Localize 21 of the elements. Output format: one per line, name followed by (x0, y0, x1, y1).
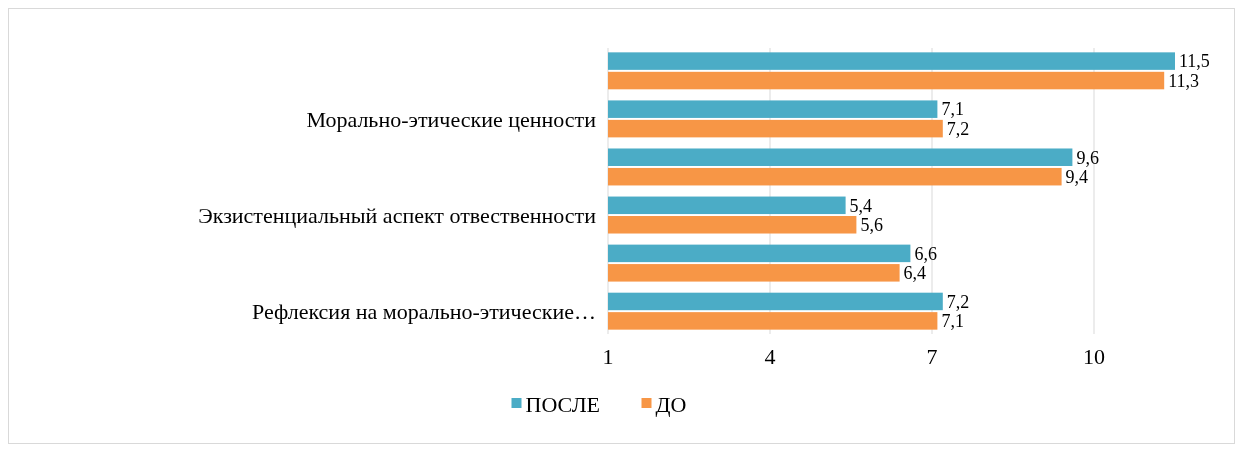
data-label: 11,5 (1179, 51, 1210, 72)
data-label: 7,1 (941, 311, 964, 332)
y-tick-label: Морально-этические ценности (306, 106, 597, 132)
data-label: 11,3 (1168, 70, 1200, 91)
x-tick-label: 1 (602, 344, 614, 369)
legend-label: ПОСЛЕ (525, 391, 601, 417)
data-label: 7,1 (941, 99, 964, 120)
data-label: 7,2 (946, 291, 970, 312)
x-tick-label: 4 (764, 344, 776, 369)
legend-label: ДО (655, 391, 687, 417)
data-label: 9,6 (1076, 147, 1099, 168)
data-label: 5,4 (849, 195, 873, 216)
data-label: 5,6 (860, 215, 883, 236)
data-label: 9,4 (1065, 166, 1089, 187)
data-label: 6,6 (914, 243, 937, 264)
y-tick-label: Экзистенциальный аспект отвественности (198, 202, 597, 228)
x-tick-label: 10 (1083, 344, 1105, 369)
x-tick-label: 7 (926, 344, 938, 369)
data-label: 6,4 (903, 263, 927, 284)
data-label: 7,2 (946, 118, 970, 139)
y-tick-label: Рефлексия на морально-этические… (252, 298, 596, 324)
